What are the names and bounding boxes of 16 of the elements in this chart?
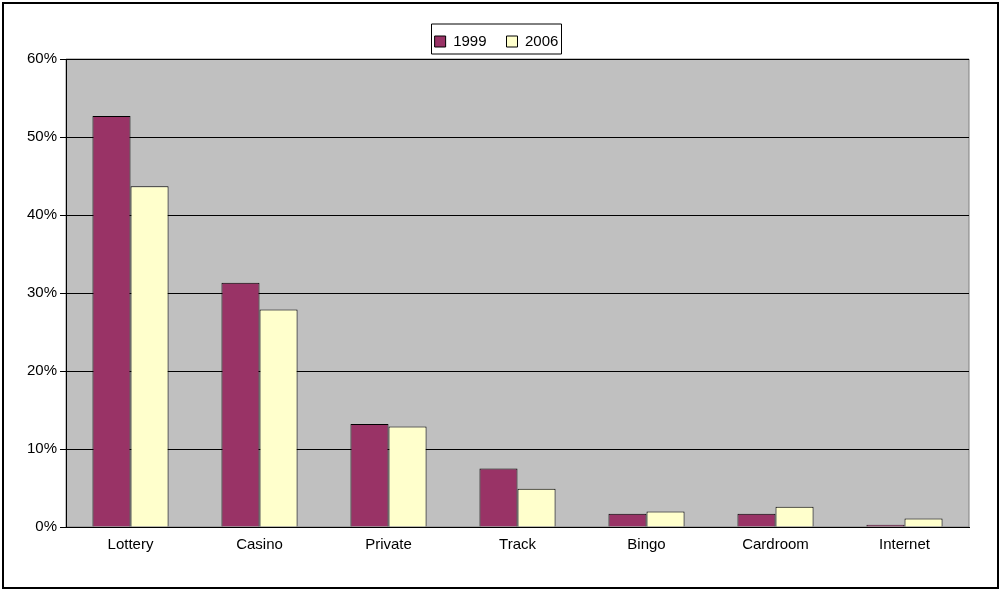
x-tick-label: Private [365, 535, 412, 553]
y-tick-label: 20% [26, 361, 58, 379]
x-tick-label: Track [499, 535, 537, 553]
y-tick-label: 10% [26, 439, 58, 457]
x-tick-label: Casino [236, 535, 283, 553]
x-tick-label: Lottery [107, 535, 154, 553]
y-tick-label: 40% [26, 205, 58, 223]
y-tick-label: 50% [26, 127, 58, 145]
y-tick-label: 0% [35, 517, 58, 535]
x-tick-label: Bingo [627, 535, 666, 553]
y-tick-label: 30% [26, 283, 58, 301]
x-tick-label: Internet [879, 535, 931, 553]
legend-label: 2006 [525, 31, 559, 49]
y-tick-label: 60% [26, 49, 58, 67]
x-tick-label: Cardroom [742, 535, 809, 553]
legend-label: 1999 [453, 31, 487, 49]
